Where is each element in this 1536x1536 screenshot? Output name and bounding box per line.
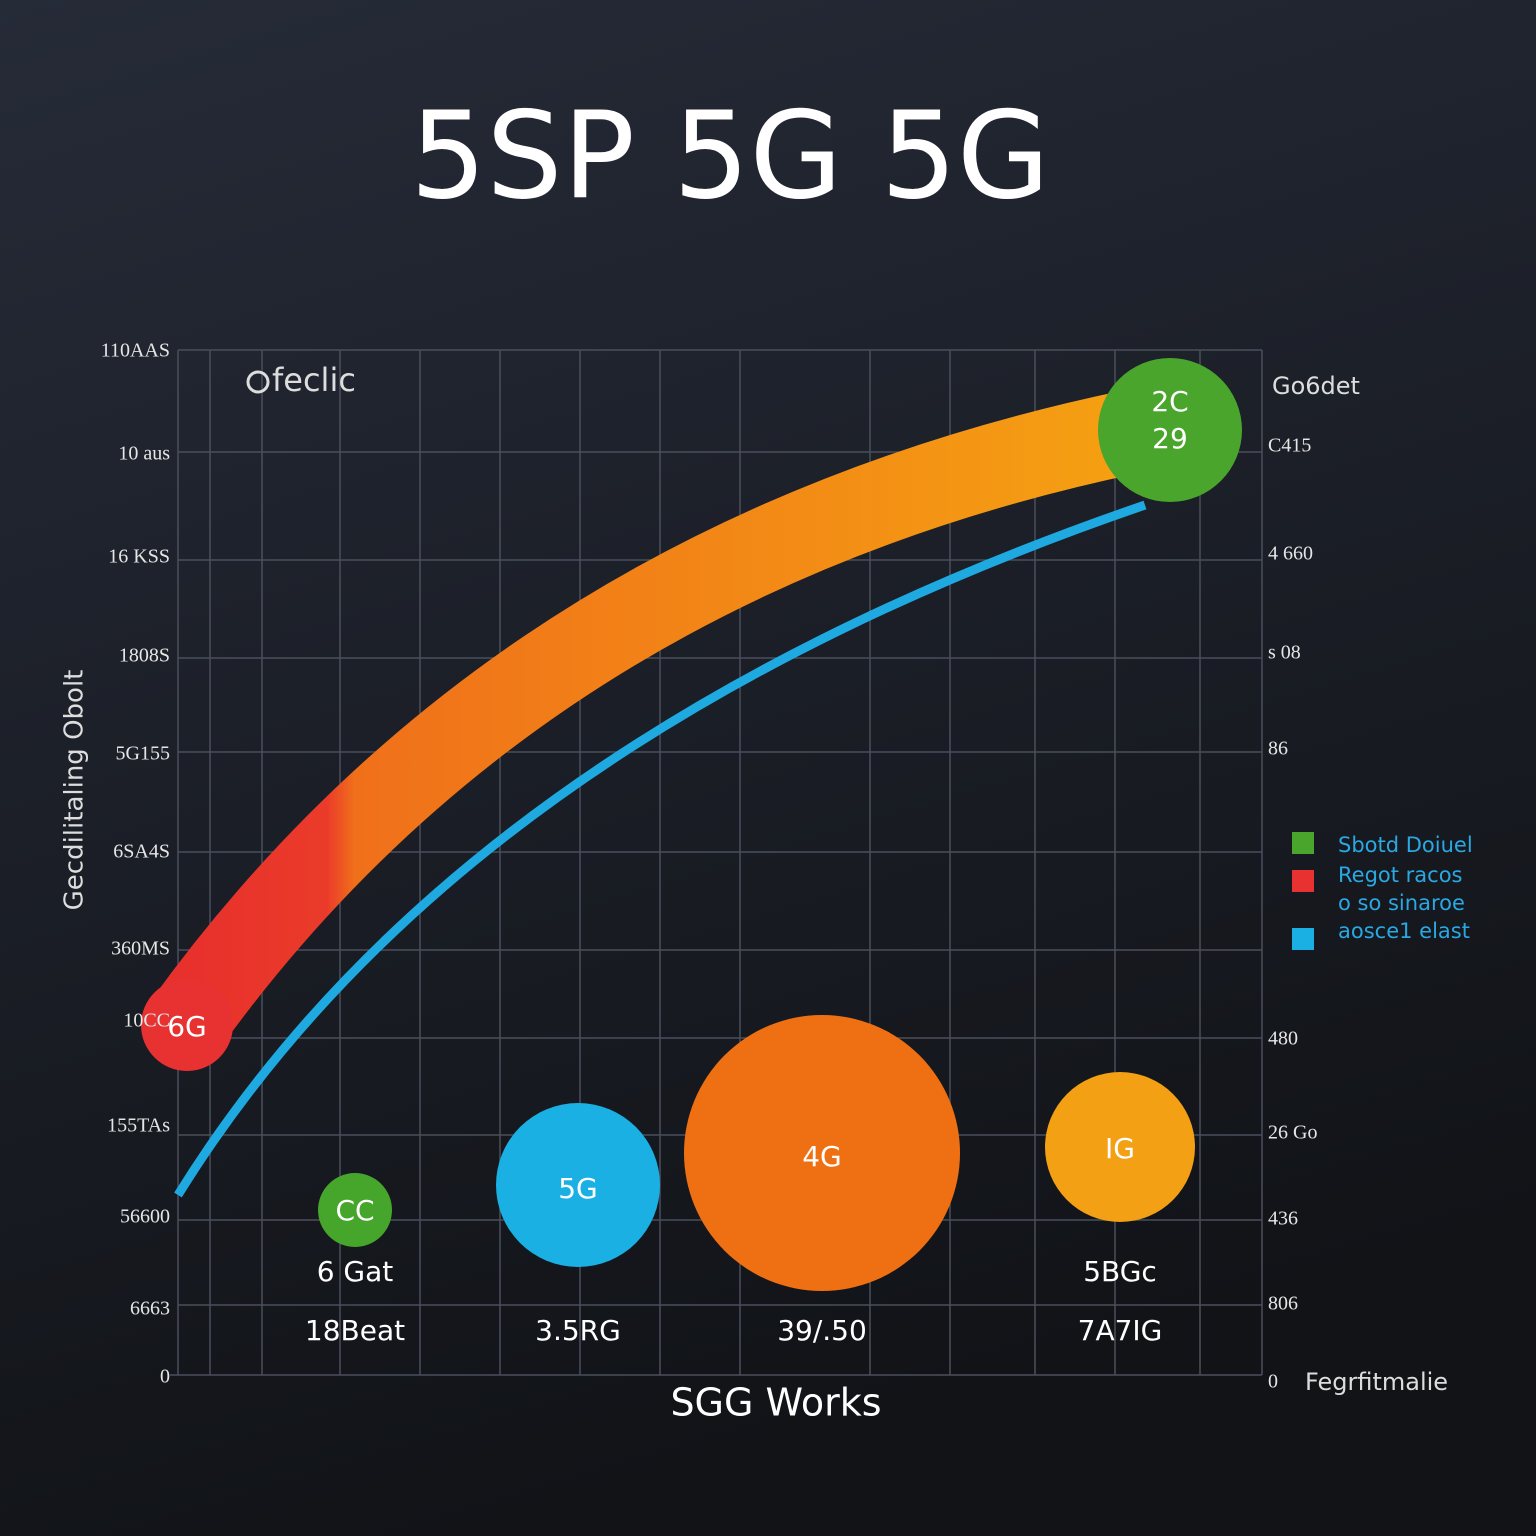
bubble bbox=[1098, 358, 1242, 502]
bubble bbox=[318, 1173, 392, 1247]
legend-swatch bbox=[1292, 832, 1314, 854]
left-label: 10CC bbox=[123, 1010, 170, 1032]
right-title: Go6det bbox=[1272, 372, 1360, 400]
left-label: 6SA4S bbox=[113, 841, 170, 863]
left-label: 56600 bbox=[120, 1206, 170, 1228]
bubble-label: 2C bbox=[1151, 385, 1188, 418]
left-label: 10 aus bbox=[118, 443, 170, 465]
blue-line bbox=[174, 500, 1147, 1198]
title: 5SP 5G 5G bbox=[410, 88, 1050, 227]
sub-label: 5BGc bbox=[1083, 1255, 1157, 1288]
orange-band bbox=[150, 390, 1139, 1050]
right-label: 806 bbox=[1268, 1293, 1298, 1315]
bubble bbox=[1045, 1072, 1195, 1222]
left-label: 155TAs bbox=[107, 1115, 170, 1137]
right-label: 436 bbox=[1268, 1208, 1298, 1230]
left-label: 16 KSS bbox=[108, 546, 170, 568]
icon bbox=[246, 370, 270, 394]
bottom-label: 7A7IG bbox=[1078, 1314, 1163, 1347]
bubble-label: 4G bbox=[802, 1140, 842, 1173]
right-label: 0 bbox=[1268, 1371, 1278, 1393]
bubble-label: IG bbox=[1105, 1132, 1135, 1165]
right-label: C415 bbox=[1268, 435, 1311, 457]
corner-label: Fegrfitmalie bbox=[1305, 1368, 1448, 1396]
left-label: 0 bbox=[160, 1366, 170, 1388]
right-label: 4 660 bbox=[1268, 543, 1313, 565]
right-label: 26 Go bbox=[1268, 1122, 1317, 1144]
bubble-label: 6G bbox=[167, 1010, 207, 1043]
bottom-label: 39/.50 bbox=[777, 1314, 867, 1347]
bubble bbox=[496, 1103, 660, 1267]
bubble bbox=[684, 1015, 960, 1291]
bubble-label: 5G bbox=[558, 1172, 598, 1205]
bubble-label: 29 bbox=[1152, 422, 1188, 455]
y-title: Gecdilitaling Obolt bbox=[60, 670, 90, 911]
legend-label: o so sinaroe bbox=[1338, 891, 1465, 915]
sub-label: 6 Gat bbox=[317, 1255, 394, 1288]
x-title: SGG Works bbox=[670, 1381, 881, 1425]
legend-swatch bbox=[1292, 928, 1314, 950]
legend-label: Regot racos bbox=[1338, 863, 1463, 887]
left-label: 6663 bbox=[130, 1298, 170, 1320]
bubble bbox=[141, 979, 233, 1071]
bottom-label: 18Beat bbox=[305, 1314, 405, 1347]
left-label: 360MS bbox=[111, 938, 170, 960]
bubble-label: CC bbox=[335, 1194, 374, 1227]
left-label: 5G155 bbox=[116, 743, 170, 765]
right-label: 480 bbox=[1268, 1028, 1298, 1050]
bottom-label: 3.5RG bbox=[535, 1314, 621, 1347]
left-label: 1808S bbox=[119, 645, 170, 667]
left-label: 110AAS bbox=[101, 340, 170, 362]
legend-swatch bbox=[1292, 870, 1314, 892]
legend-label: Sbotd Doiuel bbox=[1338, 833, 1473, 857]
inner-label: feclic bbox=[272, 361, 356, 399]
legend-label: aosce1 elast bbox=[1338, 919, 1470, 943]
right-label: s 08 bbox=[1268, 642, 1301, 664]
right-label: 86 bbox=[1268, 738, 1288, 760]
